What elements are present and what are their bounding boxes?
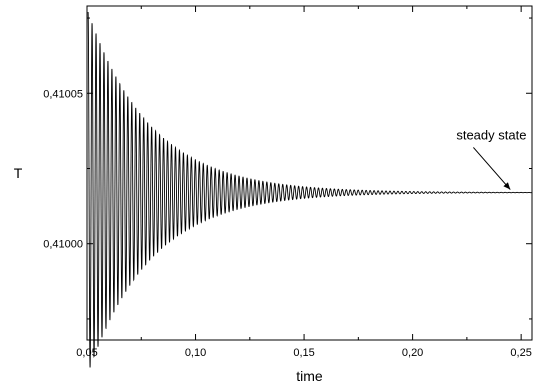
y-tick-label-1: 0,41005	[43, 88, 83, 100]
plot-frame	[86, 5, 533, 341]
x-axis-label: time	[296, 368, 323, 384]
x-tick-label-3: 0,20	[402, 347, 423, 359]
y-tick-label-0: 0,41000	[43, 239, 83, 251]
axis-ticks: 0,05 0,10 0,15 0,20 0,25 0,41000 0,41005	[43, 6, 532, 359]
x-tick-label-4: 0,25	[510, 347, 531, 359]
y-axis-label: T	[14, 165, 23, 181]
x-tick-label-1: 0,10	[185, 347, 206, 359]
x-tick-label-0: 0,05	[76, 347, 97, 359]
steady-state-arrow	[473, 147, 511, 190]
x-tick-label-2: 0,15	[293, 347, 314, 359]
steady-state-arrow-head	[503, 182, 511, 190]
series-line-T	[87, 11, 533, 368]
steady-state-label: steady state	[456, 127, 526, 142]
